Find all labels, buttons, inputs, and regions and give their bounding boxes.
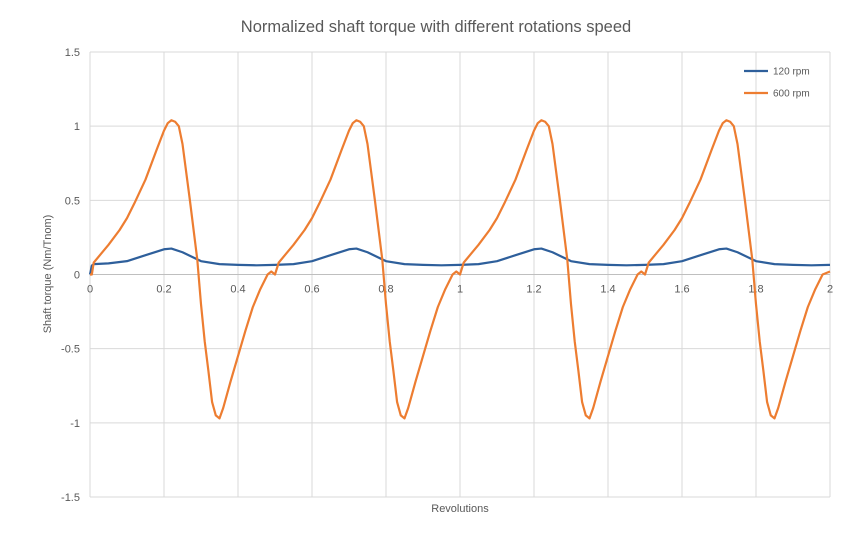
legend-label: 120 rpm <box>773 67 810 78</box>
x-tick-label: 1.2 <box>526 284 541 296</box>
y-axis-ticks: -1.5 -1 -0.5 0 0.5 1 1.5 <box>61 47 80 504</box>
x-tick-label: 0.6 <box>304 284 319 296</box>
x-tick-label: 2 <box>827 284 833 296</box>
series-layer <box>88 119 831 420</box>
y-tick-label: 0.5 <box>65 195 80 207</box>
y-tick-label: -0.5 <box>61 344 80 356</box>
chart-title: Normalized shaft torque with different r… <box>241 18 631 36</box>
x-tick-label: 0 <box>87 284 93 296</box>
y-tick-label: 0 <box>74 270 80 282</box>
x-tick-label: 1.4 <box>600 284 615 296</box>
y-tick-label: 1 <box>74 121 80 133</box>
x-tick-label: 1.8 <box>748 284 763 296</box>
x-tick-label: 0.2 <box>156 284 171 296</box>
series-line-120-rpm <box>88 247 831 275</box>
x-axis-ticks: 0 0.2 0.4 0.6 0.8 1 1.2 1.4 1.6 1.8 2 <box>87 284 833 296</box>
chart-legend: 120 rpm 600 rpm <box>744 67 810 100</box>
legend-label: 600 rpm <box>773 89 810 100</box>
x-tick-label: 1.6 <box>674 284 689 296</box>
series-line-600-rpm <box>90 119 831 420</box>
x-tick-label: 0.4 <box>230 284 245 296</box>
y-tick-label: -1.5 <box>61 492 80 504</box>
y-tick-label: -1 <box>70 418 80 430</box>
x-tick-label: 0.8 <box>378 284 393 296</box>
y-axis-label: Shaft torque (Nm/Tnom) <box>42 215 54 334</box>
x-tick-label: 1 <box>457 284 463 296</box>
y-tick-label: 1.5 <box>65 47 80 59</box>
x-axis-label: Revolutions <box>431 503 489 515</box>
